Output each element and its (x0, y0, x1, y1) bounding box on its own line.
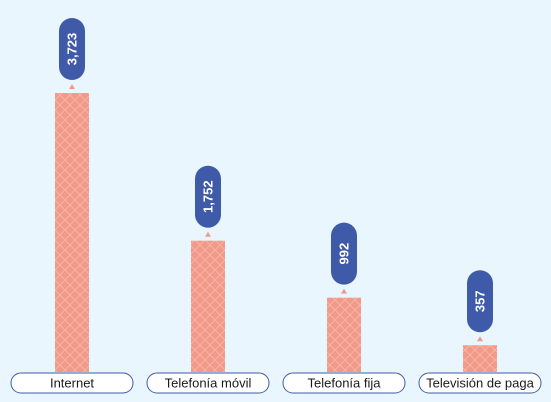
value-label: 357 (473, 290, 488, 312)
value-pill (195, 165, 221, 228)
value-label: 992 (337, 243, 352, 265)
bar (463, 345, 497, 372)
arrow-marker (341, 288, 347, 294)
category-label-box (282, 372, 406, 394)
category-label-box (146, 372, 270, 394)
category-label-box (418, 372, 542, 394)
bar (55, 93, 89, 372)
category-label: Internet (50, 376, 94, 391)
category-label: Telefonía fija (308, 376, 382, 391)
value-pill (331, 222, 357, 285)
value-label: 3,723 (65, 33, 80, 66)
bar (191, 240, 225, 372)
arrow-marker (477, 336, 483, 342)
arrow-marker (69, 84, 75, 89)
category-label: Telefonía móvil (165, 376, 252, 391)
arrow-marker (205, 231, 211, 237)
labels-layer: 3,723 Internet 1,752 Telefonía móvil 992 Tele… (10, 18, 542, 394)
value-pill (467, 270, 493, 333)
value-label: 1,752 (201, 180, 216, 213)
bar (327, 297, 361, 372)
category-label: Televisión de paga (426, 376, 534, 391)
bars-layer (55, 84, 497, 372)
category-label-box (10, 372, 134, 394)
value-pill (59, 18, 85, 80)
